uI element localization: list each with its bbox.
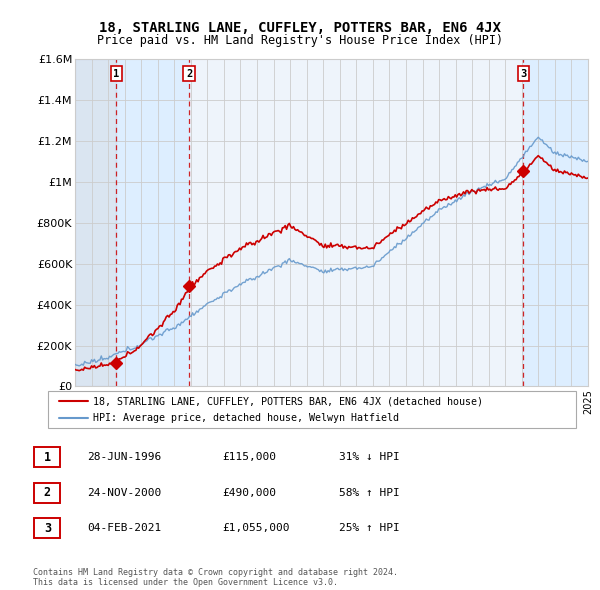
Text: 1: 1 xyxy=(113,69,119,78)
Text: 3: 3 xyxy=(520,69,526,78)
Bar xyxy=(116,59,189,386)
FancyBboxPatch shape xyxy=(48,391,576,428)
Text: 28-JUN-1996: 28-JUN-1996 xyxy=(87,453,161,462)
Text: 24-NOV-2000: 24-NOV-2000 xyxy=(87,488,161,497)
Text: 04-FEB-2021: 04-FEB-2021 xyxy=(87,523,161,533)
Text: 3: 3 xyxy=(44,522,51,535)
Text: 58% ↑ HPI: 58% ↑ HPI xyxy=(339,488,400,497)
Text: 18, STARLING LANE, CUFFLEY, POTTERS BAR, EN6 4JX: 18, STARLING LANE, CUFFLEY, POTTERS BAR,… xyxy=(99,21,501,35)
Text: 2: 2 xyxy=(186,69,192,78)
FancyBboxPatch shape xyxy=(34,447,61,467)
Bar xyxy=(523,59,588,386)
Text: £1,055,000: £1,055,000 xyxy=(222,523,290,533)
Text: 18, STARLING LANE, CUFFLEY, POTTERS BAR, EN6 4JX (detached house): 18, STARLING LANE, CUFFLEY, POTTERS BAR,… xyxy=(93,396,483,406)
FancyBboxPatch shape xyxy=(34,483,61,503)
Text: £115,000: £115,000 xyxy=(222,453,276,462)
Text: 1: 1 xyxy=(44,451,51,464)
Text: Price paid vs. HM Land Registry's House Price Index (HPI): Price paid vs. HM Land Registry's House … xyxy=(97,34,503,47)
Text: 25% ↑ HPI: 25% ↑ HPI xyxy=(339,523,400,533)
Text: Contains HM Land Registry data © Crown copyright and database right 2024.
This d: Contains HM Land Registry data © Crown c… xyxy=(33,568,398,587)
Text: 2: 2 xyxy=(44,486,51,499)
Text: 31% ↓ HPI: 31% ↓ HPI xyxy=(339,453,400,462)
Text: £490,000: £490,000 xyxy=(222,488,276,497)
Bar xyxy=(75,59,116,386)
Text: HPI: Average price, detached house, Welwyn Hatfield: HPI: Average price, detached house, Welw… xyxy=(93,413,399,423)
FancyBboxPatch shape xyxy=(34,518,61,538)
